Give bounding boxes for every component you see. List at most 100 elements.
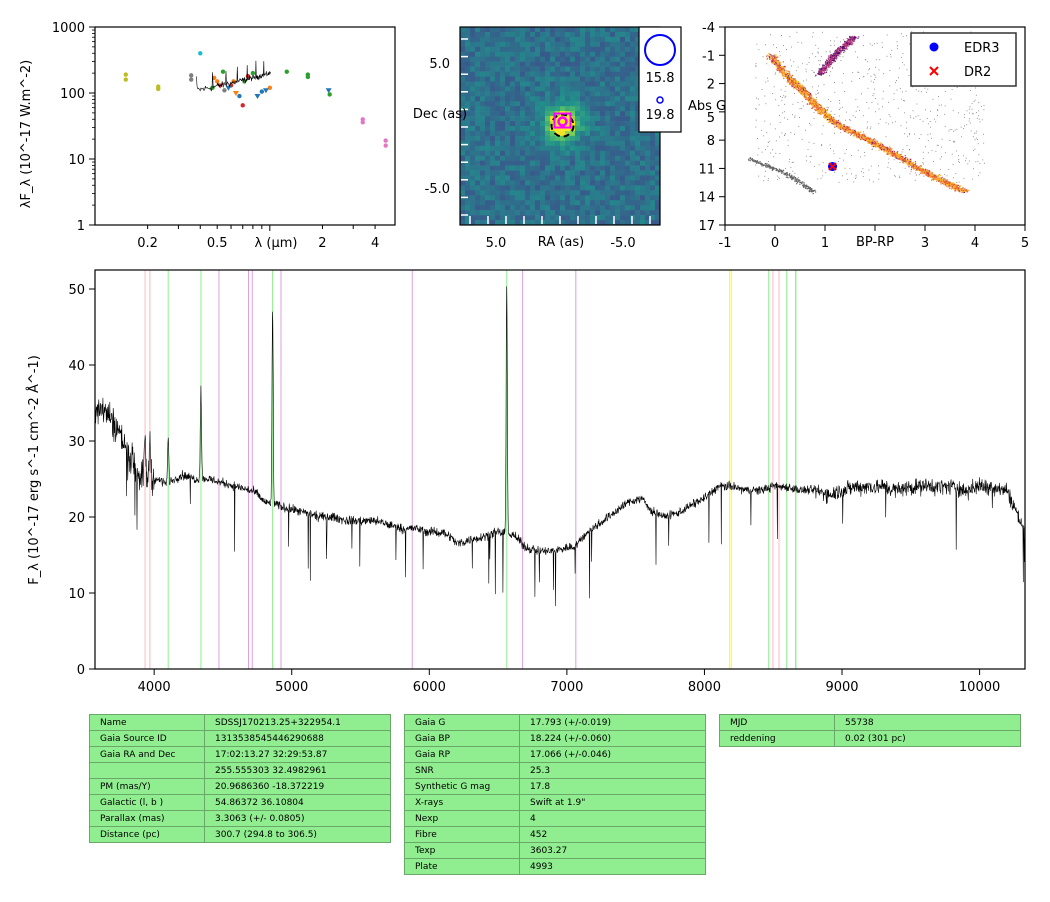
image-pixel [630, 101, 636, 107]
cmd-ms-dot [803, 96, 805, 98]
image-pixel [590, 140, 596, 147]
image-pixel [485, 195, 491, 201]
image-pixel [475, 175, 481, 181]
cmd-field-dot [801, 108, 803, 110]
cmd-field-dot [805, 155, 807, 157]
image-pixel [575, 180, 581, 186]
cmd-field-dot [903, 100, 905, 101]
image-pixel [640, 210, 646, 216]
image-pixel [540, 56, 546, 62]
image-pixel [515, 66, 521, 72]
cmd-field-dot [976, 117, 978, 119]
cmd-ms-dot [886, 148, 889, 150]
image-pixel [600, 46, 606, 53]
cmd-ms-dot [863, 139, 865, 141]
image-pixel [580, 170, 586, 176]
image-pixel [475, 165, 481, 171]
image-pixel [505, 140, 511, 147]
cmd-field-dot [790, 167, 792, 169]
image-pixel [495, 71, 501, 77]
cmd-field-dot [892, 122, 894, 124]
cmd-ms-dot [883, 148, 885, 150]
image-pixel [535, 130, 541, 137]
image-pixel [570, 185, 576, 191]
image-pixel [590, 27, 596, 33]
image-pixel [475, 116, 481, 122]
image-pixel [635, 160, 641, 166]
cmd-ms-dot [775, 62, 777, 64]
image-pixel [605, 180, 611, 186]
image-pixel [560, 180, 566, 186]
image-pixel [625, 126, 631, 132]
image-pixel [570, 200, 576, 206]
image-pixel [565, 51, 571, 57]
image-pixel [540, 106, 546, 112]
image-pixel [580, 27, 586, 33]
image-pixel [635, 41, 641, 48]
image-pixel [540, 96, 546, 102]
cmd-field-dot [952, 177, 954, 179]
sed-ytick-label: 1000 [52, 21, 85, 36]
cmd-field-dot [900, 125, 902, 127]
image-pixel [575, 126, 581, 132]
image-pixel [470, 51, 476, 57]
image-pixel [470, 205, 476, 211]
cmd-field-dot [791, 46, 792, 48]
image-pixel [630, 27, 636, 33]
cmd-field-dot [840, 41, 842, 43]
image-pixel [510, 150, 516, 156]
image-pixel [655, 160, 661, 166]
cmd-field-dot [862, 168, 864, 170]
sed-spectrum-line [196, 60, 271, 92]
cmd-field-dot [983, 162, 985, 164]
cmd-field-dot [882, 106, 883, 108]
cmd-ms-dot [943, 178, 945, 180]
image-pixel [570, 71, 576, 77]
image-pixel [460, 175, 466, 181]
image-pixel [480, 215, 486, 221]
sed-point [383, 138, 388, 143]
cmd-field-dot [969, 122, 971, 124]
image-pixel [550, 71, 556, 77]
cmd-field-dot [791, 162, 793, 163]
image-pixel [460, 81, 466, 87]
cmd-field-dot [848, 119, 850, 121]
cmd-ms-dot [905, 160, 907, 163]
image-pixel [480, 185, 486, 191]
image-pixel [575, 101, 581, 107]
cmd-ms-dot [934, 175, 936, 177]
image-pixel [480, 200, 486, 206]
cmd-field-dot [933, 160, 934, 162]
image-pixel [465, 175, 471, 181]
cmd-ms-dot [778, 67, 780, 70]
image-pixel [635, 180, 641, 186]
image-pixel [500, 190, 506, 196]
image-pixel [550, 27, 556, 33]
image-pixel [505, 205, 511, 211]
image-pixel [485, 76, 491, 82]
image-pixel [565, 56, 571, 62]
image-pixel [605, 41, 611, 48]
image-pixel [550, 165, 556, 171]
image-pixel [520, 135, 526, 142]
cmd-field-dot [937, 109, 938, 111]
image-pixel [585, 140, 591, 147]
cmd-field-dot [927, 140, 929, 142]
image-pixel [590, 66, 596, 72]
cmd-field-dot [969, 118, 971, 120]
sed-point [250, 70, 256, 76]
cmd-ms-dot [786, 81, 788, 83]
image-pixel [465, 27, 471, 33]
cmd-field-dot [767, 178, 769, 180]
image-pixel [475, 66, 481, 72]
image-pixel [655, 155, 661, 161]
cmd-field-dot [758, 175, 760, 177]
image-pixel [530, 145, 536, 152]
image-pixel [575, 185, 581, 191]
image-pixel [575, 160, 581, 166]
cmd-ms-dot [919, 165, 921, 167]
image-pixel [615, 145, 621, 152]
image-pixel [635, 27, 641, 33]
cmd-ms-dot [820, 105, 822, 107]
cmd-ms-dot [895, 152, 898, 155]
